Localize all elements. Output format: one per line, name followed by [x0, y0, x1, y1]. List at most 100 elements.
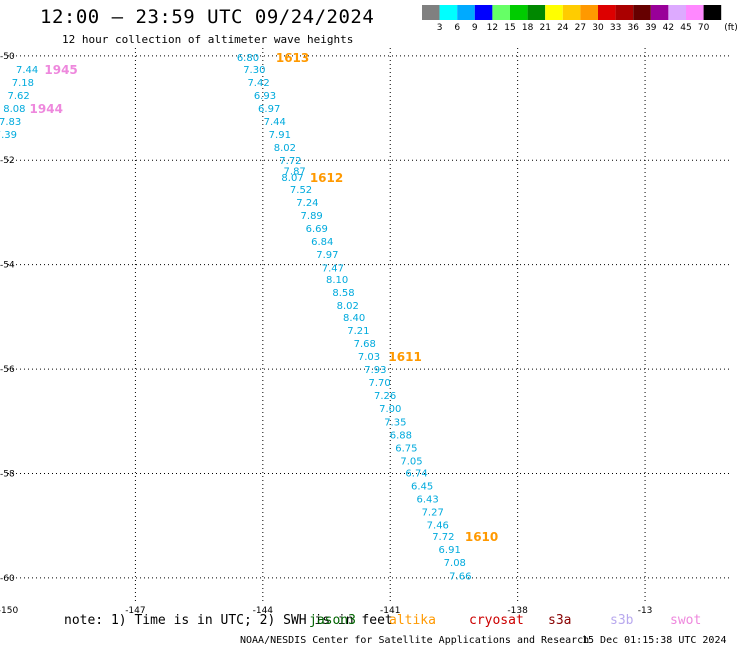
- pass-time-label: 1612: [310, 171, 343, 185]
- satellite-altika: altika: [389, 613, 436, 628]
- wave-height-value: 7.72: [279, 156, 301, 167]
- wave-height-value: 7.47: [322, 263, 344, 274]
- wave-height-value: 7.30: [243, 65, 265, 76]
- y-tick-label: -56: [0, 365, 15, 375]
- wave-height-value: 6.45: [411, 481, 433, 492]
- wave-height-value: 6.43: [416, 495, 438, 506]
- wave-height-value: 7.62: [7, 91, 29, 102]
- wave-height-value: 8.02: [274, 143, 296, 154]
- wave-height-value: 7.91: [269, 130, 291, 141]
- satellite-jason3: jason3: [309, 613, 356, 628]
- satellite-s3b: s3b: [610, 613, 634, 628]
- wave-height-value: 6.74: [405, 468, 427, 479]
- x-tick-label: -144: [253, 606, 274, 616]
- satellite-swot: swot: [670, 613, 702, 628]
- legend-label: 12: [487, 23, 498, 33]
- wave-height-value: 7.68: [354, 339, 376, 350]
- satellite-cryosat: cryosat: [469, 613, 524, 628]
- pass-time-label: 1944: [30, 102, 63, 116]
- legend-swatch: [686, 5, 704, 20]
- legend-swatch: [580, 5, 598, 20]
- legend-swatch: [474, 5, 493, 20]
- wave-height-value: 6.80: [237, 53, 259, 64]
- wave-height-value: 7.21: [347, 326, 369, 337]
- legend-label: 18: [522, 23, 534, 33]
- legend-unit: (ft): [724, 23, 738, 33]
- legend-swatch: [703, 5, 722, 20]
- pass-time-label: 1613: [276, 51, 309, 65]
- data-marks: 6.807.307.426.936.977.447.918.027.727.87…: [0, 51, 498, 582]
- wave-height-value: 7.24: [296, 198, 318, 209]
- legend-swatch: [598, 5, 616, 20]
- y-tick-label: -50: [0, 52, 15, 62]
- wave-height-value: 7.00: [379, 404, 401, 415]
- wave-height-value: 8.10: [326, 275, 348, 286]
- wave-height-value: 7.08: [444, 558, 466, 569]
- legend-label: 3: [437, 23, 443, 33]
- footer-credit: NOAA/NESDIS Center for Satellite Applica…: [240, 635, 590, 646]
- wave-height-value: 7.66: [449, 571, 471, 582]
- wave-height-value: 8.40: [343, 313, 365, 324]
- legend-label: 45: [680, 23, 691, 33]
- legend-label: 15: [504, 23, 515, 33]
- wave-height-value: 7.87: [284, 167, 306, 178]
- wave-height-value: 6.69: [306, 224, 328, 235]
- y-tick-label: -54: [0, 261, 15, 271]
- wave-height-value: 7.03: [358, 352, 380, 363]
- pass-time-label: 1945: [44, 63, 77, 77]
- legend-swatch: [668, 5, 686, 20]
- legend-label: 39: [645, 23, 657, 33]
- legend-swatch: [615, 5, 634, 20]
- legend-swatch: [562, 5, 581, 20]
- legend-label: 9: [472, 23, 478, 33]
- legend-label: 33: [610, 23, 621, 33]
- wave-height-value: 6.84: [311, 237, 333, 248]
- wave-height-value: 7.93: [364, 365, 386, 376]
- legend-swatch: [510, 5, 528, 20]
- y-tick-label: -58: [0, 469, 15, 479]
- wave-height-value: 8.07: [281, 173, 303, 184]
- legend-label: 36: [627, 23, 639, 33]
- wave-height-value: 6.91: [439, 545, 461, 556]
- y-tick-label: -52: [0, 156, 15, 166]
- legend-swatch: [545, 5, 563, 20]
- wave-height-value: 7.89: [301, 211, 323, 222]
- legend-swatch: [633, 5, 651, 20]
- legend-swatch: [527, 5, 546, 20]
- chart-subtitle: 12 hour collection of altimeter wave hei…: [62, 33, 354, 46]
- wave-height-value: 6.97: [258, 104, 280, 115]
- wave-height-value: 7.44: [16, 65, 38, 76]
- x-tick-label: -138: [507, 606, 528, 616]
- wave-height-value: 7.26: [374, 391, 396, 402]
- chart-grid: [8, 48, 730, 604]
- legend-label: 6: [454, 23, 460, 33]
- wave-height-value: 7.39: [0, 130, 17, 141]
- x-tick-label: -150: [0, 606, 18, 616]
- wave-height-value: 7.18: [12, 78, 34, 89]
- wave-height-value: 7.70: [368, 378, 390, 389]
- wave-height-value: 7.97: [316, 250, 338, 261]
- wave-height-value: 6.93: [254, 91, 276, 102]
- wave-height-value: 7.35: [384, 417, 406, 428]
- chart-axes: -150 -147 -144 -141 -138 -13 -50 -52 -54 -56 -58 -6…: [0, 52, 652, 616]
- wave-height-value: 7.27: [422, 508, 444, 519]
- wave-height-value: 7.44: [264, 117, 286, 128]
- legend-label: 27: [575, 23, 586, 33]
- wave-height-value: 7.42: [247, 78, 269, 89]
- pass-time-label: 1611: [388, 350, 421, 364]
- legend-label: 30: [592, 23, 604, 33]
- x-tick-label: -147: [125, 606, 145, 616]
- wave-height-value: 7.05: [400, 456, 422, 467]
- legend-swatch: [492, 5, 510, 20]
- footer-note: note: 1) Time is in UTC; 2) SWH is in fe…: [64, 613, 393, 628]
- x-tick-label: -141: [380, 606, 400, 616]
- legend-label: 42: [663, 23, 674, 33]
- wave-height-value: 7.72: [432, 532, 454, 543]
- pass-time-label: 1610: [465, 530, 498, 544]
- wave-height-value: 6.88: [390, 430, 412, 441]
- legend-label: 24: [557, 23, 569, 33]
- footer-timestamp: 15 Dec 01:15:38 UTC 2024: [582, 635, 727, 646]
- x-tick-label: -13: [638, 606, 653, 616]
- wave-height-value: 7.83: [0, 117, 21, 128]
